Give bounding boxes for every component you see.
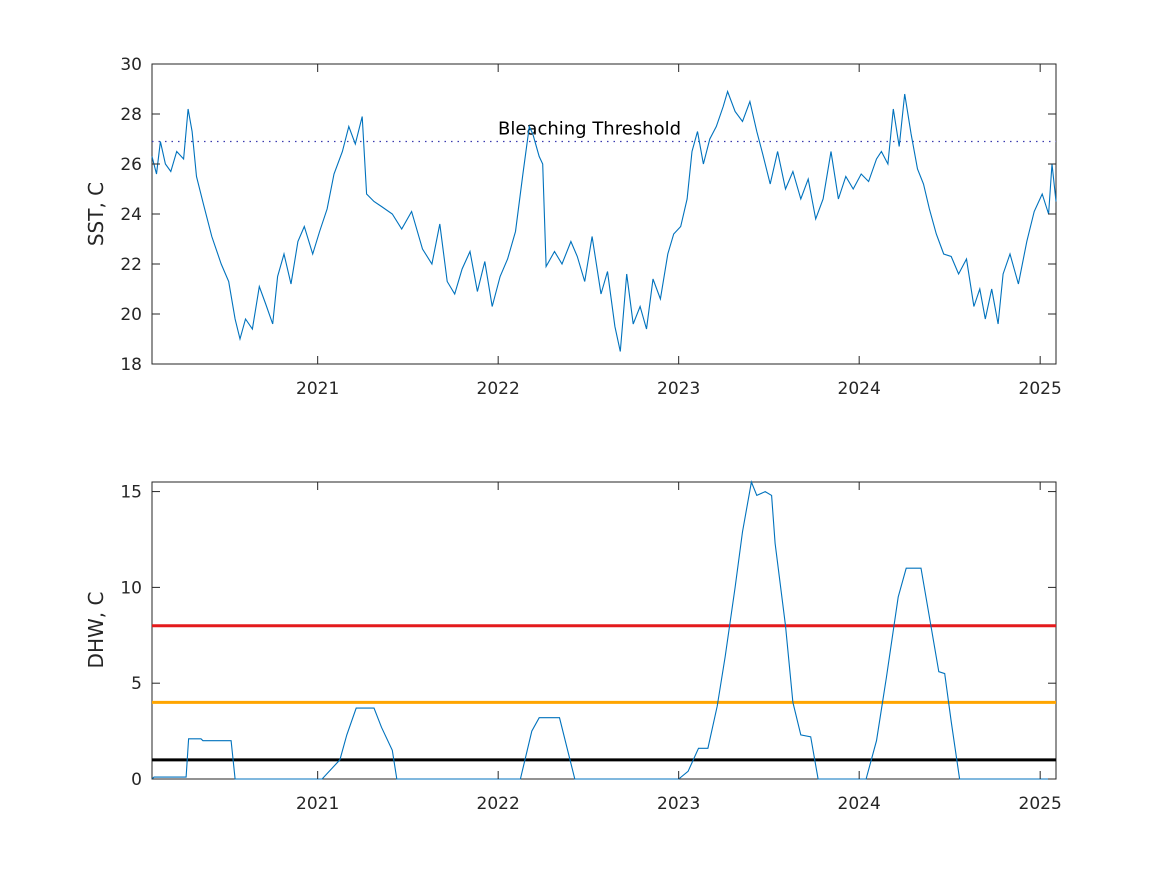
dhw-threshold-lines <box>152 624 1056 762</box>
y-tick-label: 10 <box>120 578 142 598</box>
dhw-series-line <box>151 480 1056 780</box>
dhw-x-ticks: 2021 2022 2023 2024 2025 <box>296 482 1062 814</box>
bleaching-threshold-label: Bleaching Threshold <box>498 119 681 140</box>
y-tick-label: 24 <box>120 205 142 225</box>
y-tick-label: 0 <box>131 770 142 790</box>
sst-y-ticks: 18 20 22 24 26 28 30 <box>120 55 1056 375</box>
y-tick-label: 20 <box>120 305 142 325</box>
y-tick-label: 28 <box>120 105 142 125</box>
x-tick-label: 2025 <box>1019 379 1062 399</box>
y-tick-label: 5 <box>131 674 142 694</box>
x-tick-label: 2024 <box>838 794 881 814</box>
dhw-plot-area <box>151 481 1057 780</box>
y-tick-label: 18 <box>120 355 142 375</box>
x-tick-label: 2025 <box>1019 794 1062 814</box>
x-tick-label: 2022 <box>477 379 520 399</box>
sst-x-ticks: 2021 2022 2023 2024 2025 <box>296 64 1062 399</box>
dhw-panel: 0 5 10 15 2021 2022 2023 2024 2025 DHW, C <box>84 480 1062 814</box>
x-tick-label: 2021 <box>296 379 339 399</box>
y-tick-label: 22 <box>120 255 142 275</box>
sst-plot-area <box>151 63 1057 365</box>
y-tick-label: 15 <box>120 483 142 503</box>
x-tick-label: 2023 <box>657 379 700 399</box>
sst-y-axis-label: SST, C <box>84 182 108 246</box>
x-tick-label: 2023 <box>657 794 700 814</box>
x-tick-label: 2022 <box>477 794 520 814</box>
x-tick-label: 2024 <box>838 379 881 399</box>
x-tick-label: 2021 <box>296 794 339 814</box>
y-tick-label: 26 <box>120 155 142 175</box>
dhw-y-axis-label: DHW, C <box>84 592 108 669</box>
sst-series-line <box>151 89 1057 352</box>
dhw-y-ticks: 0 5 10 15 <box>120 483 1056 790</box>
y-tick-label: 30 <box>120 55 142 75</box>
